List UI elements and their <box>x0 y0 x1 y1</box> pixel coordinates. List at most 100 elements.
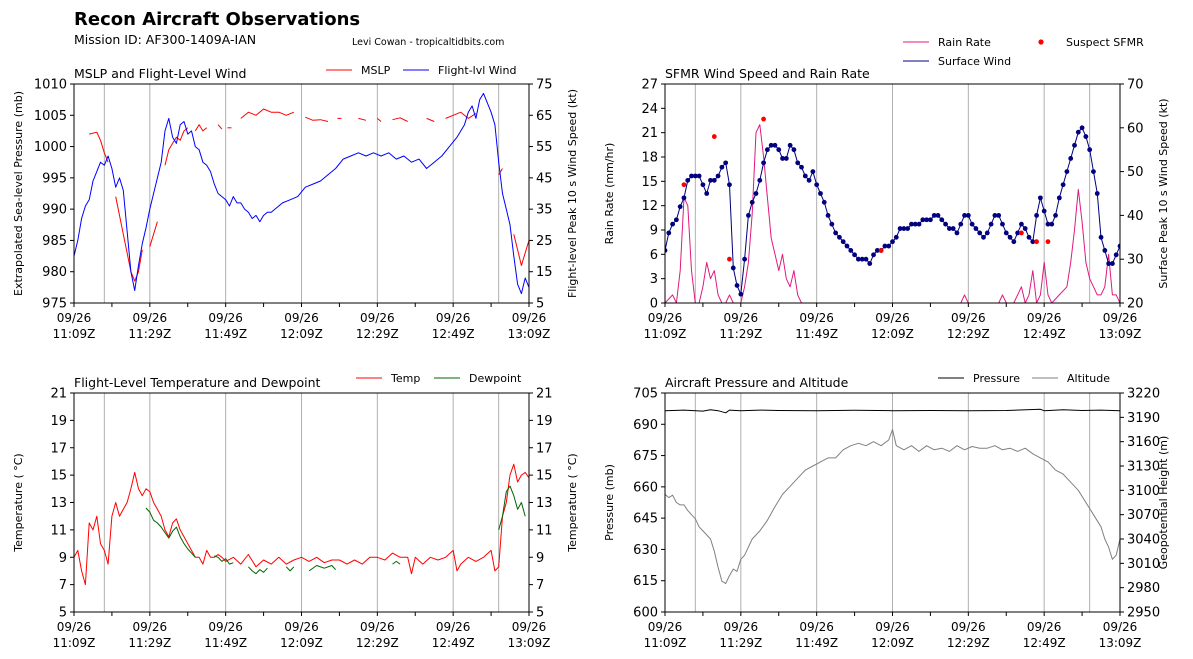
series-surface-wind-point <box>901 226 907 231</box>
series-surface-wind-point <box>761 160 766 166</box>
y-tick-label-left: 0 <box>650 297 658 312</box>
series-group <box>74 463 529 586</box>
series-dewpoint-line <box>308 565 336 572</box>
series-surface-wind-point <box>977 230 983 236</box>
x-tick-label-date: 09/26 <box>57 311 92 325</box>
series-surface-wind-point <box>689 173 694 179</box>
x-tick-label-time: 12:29Z <box>356 636 399 650</box>
credit-text: Levi Cowan - tropicaltidbits.com <box>352 37 504 48</box>
series-surface-wind-point <box>882 243 888 249</box>
x-tick-label-time: 12:29Z <box>947 327 990 341</box>
legend-entry: Pressure <box>938 372 1020 385</box>
series-surface-wind-point <box>912 221 918 227</box>
x-tick-label-date: 09/26 <box>951 311 986 325</box>
series-suspect-sfmr-point <box>761 116 766 122</box>
series-pressure-line <box>665 408 1120 414</box>
series-surface-wind-point <box>1026 234 1032 240</box>
y-tick-label-left: 615 <box>633 574 658 589</box>
x-tick-label-date: 09/26 <box>512 620 547 634</box>
x-tick-label-date: 09/26 <box>951 620 986 634</box>
series-surface-wind-point <box>939 217 945 223</box>
x-tick-label-time: 13:09Z <box>1099 327 1142 341</box>
x-tick-label-time: 12:49Z <box>1023 327 1066 341</box>
series-surface-wind-point <box>780 156 785 161</box>
x-tick-label-time: 13:09Z <box>1099 636 1142 650</box>
y-tick-label-right: 25 <box>536 234 553 249</box>
series-surface-wind-point <box>742 256 748 262</box>
series-group <box>74 92 529 295</box>
x-tick-label-date: 09/26 <box>360 311 395 325</box>
x-tick-label-time: 12:09Z <box>280 327 323 341</box>
x-tick-label-date: 09/26 <box>875 620 910 634</box>
y-tick-label-right: 20 <box>1127 297 1144 312</box>
x-tick-label-time: 11:49Z <box>204 327 247 341</box>
series-surface-wind-point <box>905 226 911 231</box>
series-surface-wind-point <box>852 252 857 258</box>
x-tick-label-date: 09/26 <box>208 620 243 634</box>
chart-title: Aircraft Pressure and Altitude <box>665 375 849 390</box>
series-surface-wind-point <box>893 234 899 240</box>
y-tick-label-left: 17 <box>50 441 67 456</box>
series-dewpoint-line <box>248 566 268 575</box>
y-tick-label-left: 6 <box>650 248 658 263</box>
series-mslp-line <box>194 124 208 132</box>
series-surface-wind-point <box>1030 239 1036 245</box>
series-flight-lvl-wind-line <box>74 92 529 295</box>
y-tick-label-right: 3160 <box>1127 435 1160 450</box>
y-tick-label-right: 60 <box>1127 121 1144 136</box>
series-surface-wind-point <box>871 252 876 258</box>
series-surface-wind-point <box>973 226 979 231</box>
y-axis-label-left: Pressure (mb) <box>603 464 616 541</box>
x-tick-label-date: 09/26 <box>1103 311 1138 325</box>
series-surface-wind-point <box>1000 221 1005 227</box>
series-surface-wind-point <box>810 169 816 175</box>
legend-entry: Flight-lvl Wind <box>403 64 516 77</box>
y-tick-label-left: 9 <box>650 224 658 239</box>
x-tick-label-time: 12:29Z <box>947 636 990 650</box>
series-surface-wind-point <box>1083 134 1089 139</box>
series-surface-wind-point <box>962 213 967 218</box>
series-suspect-sfmr-point <box>1019 230 1024 236</box>
x-tick-label-date: 09/26 <box>799 620 834 634</box>
x-tick-label-time: 13:09Z <box>508 636 551 650</box>
series-surface-wind-point <box>768 142 774 148</box>
plot-frame <box>73 392 530 613</box>
series-surface-wind-point <box>783 156 789 161</box>
series-suspect-sfmr-point <box>1034 239 1039 245</box>
legend-entry: MSLP <box>326 64 391 77</box>
series-mslp-line <box>305 116 329 122</box>
chart-pressure: 09/26 11:09Z 09/26 11:29Z 09/26 11:49Z 09/26 12… <box>603 372 1170 650</box>
series-surface-wind-point <box>1079 125 1085 131</box>
series-mslp-line <box>89 131 109 163</box>
x-tick-label-time: 12:49Z <box>1023 636 1066 650</box>
series-surface-wind-point <box>799 164 804 170</box>
series-surface-wind-point <box>708 177 713 183</box>
series-surface-wind-point <box>1056 195 1062 201</box>
series-mslp-line <box>149 221 158 247</box>
series-surface-wind-point <box>984 230 990 236</box>
y-tick-label-right: 3010 <box>1127 557 1160 572</box>
y-tick-label-left: 600 <box>633 606 658 621</box>
x-tick-label-date: 09/26 <box>724 620 759 634</box>
y-tick-label-left: 13 <box>50 496 67 511</box>
series-surface-wind-point <box>833 230 839 236</box>
series-surface-wind-point <box>738 291 744 297</box>
y-tick-label-right: 35 <box>536 203 553 218</box>
legend-entry: Dewpoint <box>434 372 522 385</box>
series-surface-wind-point <box>931 213 937 218</box>
series-surface-wind-point <box>867 261 873 266</box>
x-tick-label-date: 09/26 <box>512 311 547 325</box>
series-surface-wind-point <box>666 230 672 236</box>
legend-label: Flight-lvl Wind <box>438 64 516 77</box>
series-surface-wind-point <box>681 195 687 201</box>
series-surface-wind-point <box>840 239 846 245</box>
chart-mslp: 09/26 11:09Z 09/26 11:29Z 09/26 11:49Z 09/26 12… <box>12 64 579 341</box>
x-tick-label-date: 09/26 <box>875 311 910 325</box>
series-surface-wind-point <box>855 256 861 262</box>
series-suspect-sfmr-point <box>1045 239 1051 245</box>
y-tick-label-right: 3130 <box>1127 460 1160 475</box>
legend-label: Altitude <box>1067 372 1110 385</box>
series-surface-wind-point <box>1091 169 1096 175</box>
series-surface-wind-point <box>711 177 717 183</box>
y-tick-label-right: 70 <box>1127 78 1144 93</box>
